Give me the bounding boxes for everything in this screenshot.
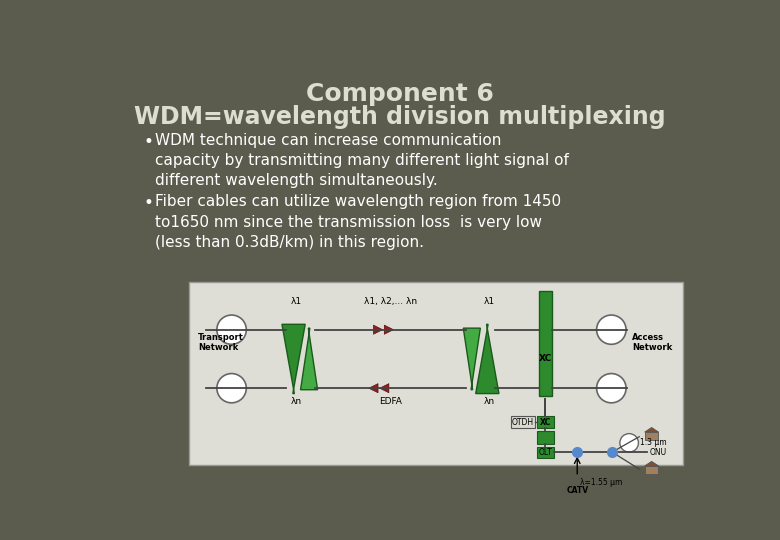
Text: WDM=wavelength division multiplexing: WDM=wavelength division multiplexing bbox=[134, 105, 665, 129]
Polygon shape bbox=[300, 328, 317, 390]
Circle shape bbox=[217, 315, 246, 345]
Polygon shape bbox=[476, 325, 499, 394]
Circle shape bbox=[597, 374, 626, 403]
Bar bbox=[511, 416, 535, 428]
Bar bbox=[537, 447, 554, 457]
Text: λn: λn bbox=[484, 396, 495, 406]
Text: λ=1.55 μm: λ=1.55 μm bbox=[580, 478, 622, 487]
Text: λ1: λ1 bbox=[290, 297, 301, 306]
Circle shape bbox=[217, 374, 246, 403]
Bar bbox=[537, 431, 554, 444]
Circle shape bbox=[597, 315, 626, 345]
Text: Fiber cables can utilize wavelength region from 1450
to1650 nm since the transmi: Fiber cables can utilize wavelength regi… bbox=[155, 194, 561, 250]
Polygon shape bbox=[463, 328, 480, 390]
Text: Component 6: Component 6 bbox=[306, 82, 494, 106]
Text: Transport
Network: Transport Network bbox=[198, 333, 244, 352]
Bar bbox=[539, 291, 551, 396]
Text: WDM technique can increase communication
capacity by transmitting many different: WDM technique can increase communication… bbox=[155, 132, 569, 188]
Bar bbox=[645, 432, 658, 440]
Polygon shape bbox=[644, 461, 658, 466]
Text: •: • bbox=[144, 132, 154, 151]
Text: λ1: λ1 bbox=[484, 297, 495, 306]
Bar bbox=[645, 466, 658, 474]
Bar bbox=[189, 282, 683, 465]
Text: 1.3 μm: 1.3 μm bbox=[640, 438, 667, 447]
Polygon shape bbox=[374, 325, 383, 334]
Text: CATV: CATV bbox=[566, 487, 588, 496]
Text: XC: XC bbox=[540, 417, 551, 427]
Circle shape bbox=[620, 434, 639, 452]
Text: ONU: ONU bbox=[650, 448, 667, 457]
Text: OTDH: OTDH bbox=[512, 417, 534, 427]
Bar bbox=[537, 416, 554, 428]
Text: EDFA: EDFA bbox=[379, 396, 402, 406]
Polygon shape bbox=[369, 383, 378, 393]
Text: λn: λn bbox=[290, 396, 301, 406]
Text: XC: XC bbox=[539, 354, 552, 363]
Text: Access
Network: Access Network bbox=[633, 333, 672, 352]
Polygon shape bbox=[380, 383, 389, 393]
Text: λ1, λ2,... λn: λ1, λ2,... λn bbox=[364, 297, 417, 306]
Polygon shape bbox=[385, 325, 394, 334]
Text: OLT: OLT bbox=[538, 448, 552, 457]
Bar bbox=[566, 486, 589, 496]
Text: •: • bbox=[144, 194, 154, 212]
Polygon shape bbox=[644, 428, 658, 432]
Polygon shape bbox=[282, 325, 305, 394]
